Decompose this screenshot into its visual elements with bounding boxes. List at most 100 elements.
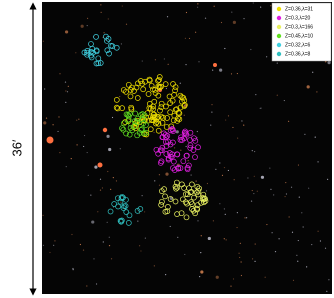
star bbox=[304, 133, 306, 135]
member-circle bbox=[201, 199, 207, 206]
star bbox=[143, 211, 146, 213]
star bbox=[93, 258, 95, 260]
star bbox=[253, 192, 255, 195]
star bbox=[239, 256, 241, 259]
star bbox=[72, 269, 74, 271]
member-circle bbox=[172, 183, 179, 190]
star bbox=[285, 193, 288, 195]
star bbox=[232, 278, 235, 280]
member-circle bbox=[150, 117, 157, 123]
star bbox=[212, 220, 214, 222]
star bbox=[163, 205, 165, 207]
member-circle bbox=[187, 189, 194, 196]
member-circle bbox=[84, 51, 90, 58]
star bbox=[80, 24, 84, 28]
star bbox=[220, 21, 223, 24]
star bbox=[251, 189, 253, 192]
star bbox=[165, 87, 167, 90]
member-circle bbox=[119, 193, 125, 200]
star bbox=[108, 236, 110, 238]
member-circle bbox=[158, 113, 165, 120]
star bbox=[90, 194, 92, 196]
star bbox=[82, 249, 85, 251]
star bbox=[110, 188, 112, 190]
legend-label: Z=0.3,λ=166 bbox=[285, 24, 313, 30]
star bbox=[195, 31, 197, 33]
star bbox=[115, 180, 118, 182]
member-circle bbox=[103, 33, 109, 40]
member-circle bbox=[191, 194, 197, 201]
star bbox=[219, 203, 221, 205]
star bbox=[75, 52, 77, 54]
star bbox=[215, 275, 219, 279]
member-circle bbox=[162, 131, 169, 138]
member-circle bbox=[157, 147, 164, 154]
star bbox=[59, 152, 61, 154]
member-circle bbox=[125, 220, 132, 226]
star bbox=[204, 17, 207, 19]
star bbox=[219, 68, 223, 72]
star bbox=[97, 211, 99, 213]
star bbox=[316, 91, 318, 93]
star bbox=[83, 145, 85, 148]
star bbox=[260, 175, 265, 179]
member-circle bbox=[138, 127, 144, 133]
star bbox=[254, 243, 256, 245]
member-circle bbox=[155, 77, 161, 84]
star bbox=[100, 11, 102, 14]
star bbox=[221, 174, 224, 176]
star bbox=[269, 167, 271, 169]
star bbox=[224, 47, 226, 50]
star bbox=[210, 124, 212, 126]
star bbox=[108, 147, 112, 152]
star bbox=[327, 178, 329, 180]
star bbox=[270, 188, 272, 190]
member-circle bbox=[163, 143, 170, 149]
star bbox=[215, 168, 217, 170]
star bbox=[177, 236, 179, 238]
star bbox=[252, 2, 254, 4]
star bbox=[195, 180, 197, 182]
legend-marker bbox=[276, 24, 282, 30]
star bbox=[259, 107, 261, 109]
star bbox=[240, 274, 243, 277]
member-circle bbox=[163, 124, 170, 130]
star bbox=[243, 124, 245, 126]
star bbox=[121, 5, 123, 7]
member-circle bbox=[117, 218, 124, 224]
member-circle bbox=[148, 116, 155, 123]
star bbox=[44, 88, 46, 90]
star bbox=[227, 169, 230, 172]
member-circle bbox=[171, 112, 178, 119]
member-circle bbox=[146, 105, 153, 112]
star bbox=[196, 130, 198, 133]
member-circle bbox=[162, 193, 168, 200]
star bbox=[86, 285, 88, 287]
member-circle bbox=[145, 91, 152, 97]
bright-star bbox=[102, 127, 108, 133]
star bbox=[255, 93, 257, 96]
star bbox=[205, 190, 208, 192]
star bbox=[284, 195, 286, 198]
star bbox=[264, 276, 266, 278]
star bbox=[144, 237, 146, 239]
member-circle bbox=[183, 214, 190, 221]
member-circle bbox=[194, 206, 201, 213]
star bbox=[120, 201, 122, 203]
member-circle bbox=[159, 198, 165, 205]
star bbox=[78, 118, 80, 120]
legend-label: Z=0.3,λ=20 bbox=[285, 15, 311, 21]
member-circle bbox=[183, 191, 189, 197]
member-circle bbox=[164, 208, 171, 215]
star bbox=[239, 242, 241, 244]
star bbox=[213, 5, 215, 7]
member-circle bbox=[180, 158, 187, 165]
member-circle bbox=[134, 132, 141, 139]
member-circle bbox=[179, 94, 185, 100]
member-circle bbox=[177, 104, 184, 111]
star bbox=[166, 16, 169, 18]
member-circle bbox=[137, 206, 144, 212]
star bbox=[86, 151, 88, 154]
star bbox=[223, 166, 226, 169]
